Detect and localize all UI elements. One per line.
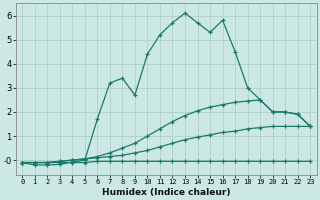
X-axis label: Humidex (Indice chaleur): Humidex (Indice chaleur): [102, 188, 230, 197]
